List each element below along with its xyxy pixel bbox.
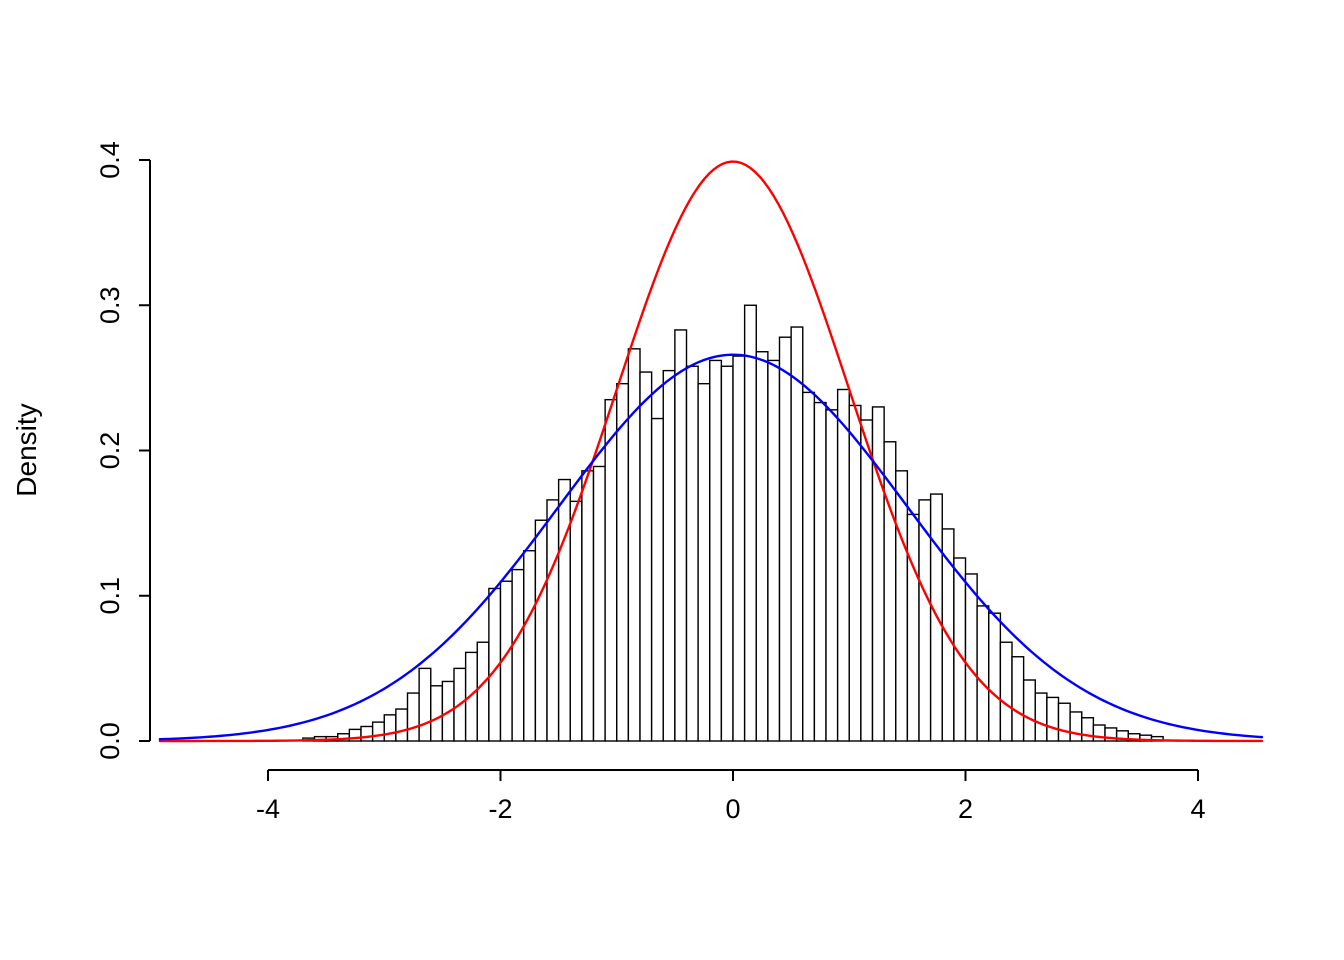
histogram-bar — [999, 641, 1013, 742]
histogram-bar — [534, 519, 548, 742]
histogram-bar — [685, 365, 699, 742]
histogram-bar — [581, 470, 595, 742]
histogram-bar — [430, 685, 444, 742]
histogram-bar — [906, 513, 920, 742]
histogram-bar — [976, 605, 990, 742]
histogram-bar — [371, 721, 385, 742]
histogram-bar — [895, 470, 909, 742]
histogram-bar — [1092, 724, 1106, 742]
histogram-bar — [383, 714, 397, 742]
histogram-bar — [988, 612, 1002, 742]
histogram-bar — [604, 398, 618, 742]
histogram-bar — [743, 304, 757, 742]
histogram-bar — [395, 708, 409, 742]
histogram-bar — [767, 359, 781, 742]
normal-density-curve-red — [158, 160, 1264, 743]
y-tick-label: 0.0 — [95, 722, 125, 760]
histogram-bar — [1057, 702, 1071, 742]
histogram-bar — [790, 326, 804, 742]
histogram-bar — [836, 388, 850, 742]
histogram-bar — [511, 568, 525, 742]
histogram-bar — [418, 667, 432, 742]
histogram-bar — [592, 465, 606, 742]
histogram-bar — [1022, 679, 1036, 742]
histogram-bar — [709, 359, 723, 742]
x-tick-label: -2 — [488, 794, 512, 824]
histogram-bar — [674, 329, 688, 742]
histogram-bars — [302, 304, 1164, 742]
histogram-bar — [1081, 717, 1095, 742]
histogram-bar — [1069, 711, 1083, 742]
histogram-bar — [650, 417, 664, 742]
histogram-bar — [964, 573, 978, 742]
histogram-bar — [360, 725, 374, 742]
histogram-bar — [883, 441, 897, 742]
histogram-bar — [569, 500, 583, 742]
histogram-bar — [1034, 692, 1048, 742]
histogram-bar — [732, 355, 746, 742]
histogram-bar — [616, 382, 630, 742]
histogram-bar — [871, 406, 885, 742]
x-tick-label: 0 — [725, 794, 740, 824]
histogram-bar — [464, 651, 478, 742]
histogram-bar — [523, 550, 537, 742]
histogram-bar — [406, 692, 420, 742]
histogram-bar — [778, 336, 792, 742]
histogram-bar — [557, 478, 571, 742]
histogram-bar — [813, 401, 827, 742]
y-tick-label: 0.1 — [95, 577, 125, 615]
histogram-bar — [697, 382, 711, 742]
y-tick-label: 0.2 — [95, 432, 125, 470]
histogram-bar — [848, 404, 862, 742]
histogram-bar — [720, 365, 734, 742]
histogram-bar — [1011, 656, 1025, 742]
histogram-bar — [662, 369, 676, 742]
y-axis: 0.0 0.1 0.2 0.3 0.4 — [95, 141, 151, 760]
histogram-bar — [639, 371, 653, 742]
histogram-bar — [802, 391, 816, 742]
y-tick-label: 0.4 — [95, 141, 125, 179]
normal-density-curve-blue — [158, 353, 1264, 741]
histogram-bar — [476, 641, 490, 742]
x-tick-label: 4 — [1190, 794, 1205, 824]
histogram-bar — [825, 409, 839, 742]
y-axis-title: Density — [11, 403, 42, 496]
x-tick-label: -4 — [256, 794, 280, 824]
histogram-bar — [860, 419, 874, 742]
histogram-bar — [1046, 696, 1060, 742]
y-tick-label: 0.3 — [95, 286, 125, 324]
x-axis: -4 -2 0 2 4 — [256, 769, 1206, 824]
histogram-bar — [755, 351, 769, 742]
x-tick-label: 2 — [958, 794, 973, 824]
histogram-bar — [546, 499, 560, 742]
